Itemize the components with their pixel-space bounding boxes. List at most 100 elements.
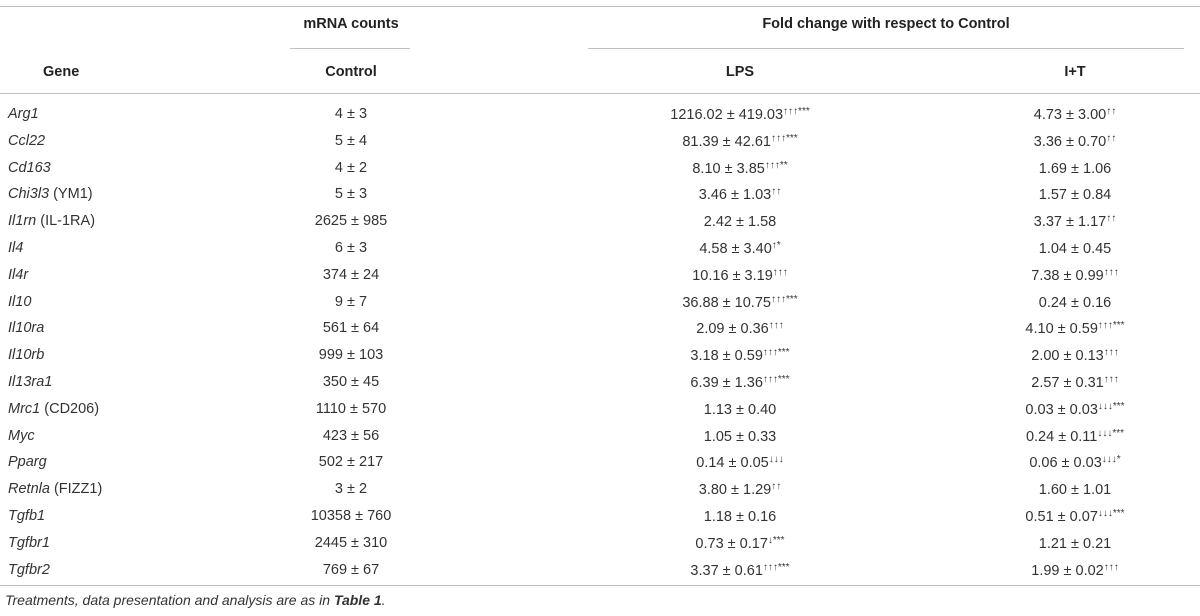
bottom-rule	[0, 585, 1200, 586]
gene-symbol: Arg1	[8, 106, 39, 122]
table-row: Myc 423 ± 56 1.05 ± 0.33 0.24 ± 0.11↓↓↓***	[0, 424, 1200, 451]
gene-cell: Retnla (FIZZ1)	[8, 481, 102, 497]
table-row: Tgfbr2 769 ± 67 3.37 ± 0.61↑↑↑*** 1.99 ± 0.…	[0, 558, 1200, 585]
control-cell: 4 ± 2	[334, 159, 368, 176]
gene-alias: (YM1)	[49, 186, 93, 203]
control-cell: 374 ± 24	[322, 266, 380, 283]
gene-symbol: Mrc1	[8, 400, 41, 417]
lps-value: 81.39 ± 42.61	[682, 133, 771, 150]
gene-alias: (CD206)	[40, 400, 100, 417]
lps-significance: ↑↑↑	[772, 266, 788, 278]
gene-symbol: Myc	[8, 427, 35, 444]
gene-cell: Il13ra1	[8, 374, 52, 390]
group-rule-mrna	[290, 48, 410, 49]
table-row: Retnla (FIZZ1) 3 ± 2 3.80 ± 1.29↑↑ 1.60 ± 1…	[0, 477, 1200, 504]
gene-symbol: Il10	[8, 293, 32, 310]
gene-symbol: Retnla	[8, 481, 50, 498]
it-significance: ↓↓↓***	[1097, 400, 1125, 412]
control-cell: 5 ± 3	[334, 186, 368, 203]
column-header-control: Control	[325, 64, 377, 80]
it-value: 0.51 ± 0.07	[1025, 508, 1098, 525]
it-cell: 0.03 ± 0.03↓↓↓***	[960, 401, 1190, 418]
control-cell: 6 ± 3	[334, 239, 368, 256]
it-cell: 1.69 ± 1.06	[960, 160, 1190, 177]
column-header-lps: LPS	[725, 64, 755, 80]
control-cell: 10358 ± 760	[310, 507, 392, 524]
it-cell: 0.24 ± 0.11↓↓↓***	[960, 428, 1190, 445]
control-cell: 2445 ± 310	[314, 534, 388, 551]
table-body: Arg1 4 ± 3 1216.02 ± 419.03↑↑↑*** 4.73 ± 3.…	[0, 102, 1200, 584]
group-header-fold-change: Fold change with respect to Control	[762, 16, 1010, 32]
lps-value: 4.58 ± 3.40	[699, 240, 772, 257]
it-value: 1.60 ± 1.01	[1038, 482, 1112, 499]
gene-symbol: Cd163	[8, 159, 51, 176]
lps-value: 0.73 ± 0.17	[695, 535, 768, 552]
gene-symbol: Il4	[8, 239, 24, 256]
it-cell: 2.57 ± 0.31↑↑↑	[960, 374, 1190, 391]
lps-value: 6.39 ± 1.36	[690, 374, 763, 391]
gene-symbol: Il13ra1	[8, 373, 53, 390]
lps-significance: ↓***	[767, 534, 785, 546]
control-cell: 4 ± 3	[334, 106, 368, 122]
gene-alias: (IL-1RA)	[36, 213, 96, 230]
control-cell: 423 ± 56	[322, 427, 380, 444]
table-row: Il10rb 999 ± 103 3.18 ± 0.59↑↑↑*** 2.00 ± 0…	[0, 343, 1200, 370]
gene-cell: Pparg	[8, 454, 47, 470]
header-rule	[0, 93, 1200, 94]
lps-cell: 3.80 ± 1.29↑↑	[580, 481, 900, 498]
gene-cell: Mrc1 (CD206)	[8, 401, 99, 417]
control-cell: 9 ± 7	[334, 293, 368, 310]
lps-cell: 3.46 ± 1.03↑↑	[580, 186, 900, 203]
lps-value: 3.80 ± 1.29	[698, 482, 772, 499]
table-row: Il10ra 561 ± 64 2.09 ± 0.36↑↑↑ 4.10 ± 0.59↑…	[0, 316, 1200, 343]
it-cell: 1.21 ± 0.21	[960, 535, 1190, 552]
lps-cell: 4.58 ± 3.40↑*	[580, 240, 900, 257]
gene-cell: Tgfbr1	[8, 535, 50, 551]
gene-symbol: Ccl22	[8, 132, 46, 149]
it-cell: 0.51 ± 0.07↓↓↓***	[960, 508, 1190, 525]
it-cell: 0.06 ± 0.03↓↓↓*	[960, 454, 1190, 471]
lps-cell: 1.13 ± 0.40	[580, 401, 900, 418]
lps-value: 3.18 ± 0.59	[690, 348, 763, 365]
lps-value: 0.14 ± 0.05	[696, 455, 769, 472]
gene-symbol: Pparg	[8, 454, 47, 471]
lps-cell: 36.88 ± 10.75↑↑↑***	[580, 294, 900, 311]
lps-significance: ↑↑↑***	[762, 347, 790, 359]
lps-cell: 81.39 ± 42.61↑↑↑***	[580, 133, 900, 150]
control-cell: 561 ± 64	[322, 320, 380, 337]
lps-cell: 3.18 ± 0.59↑↑↑***	[580, 347, 900, 364]
it-significance: ↑↑	[1106, 106, 1117, 117]
lps-significance: ↑↑↑***	[783, 106, 810, 117]
gene-symbol: Tgfbr1	[8, 534, 50, 551]
control-cell: 999 ± 103	[318, 347, 384, 364]
gene-symbol: Il10rb	[8, 347, 45, 364]
lps-significance: ↑↑	[771, 481, 782, 493]
lps-cell: 1216.02 ± 419.03↑↑↑***	[580, 106, 900, 123]
lps-significance: ↑↑↑***	[762, 561, 790, 573]
gene-cell: Arg1	[8, 106, 39, 122]
it-value: 4.10 ± 0.59	[1025, 321, 1098, 338]
table-row: Il10 9 ± 7 36.88 ± 10.75↑↑↑*** 0.24 ± 0.16	[0, 290, 1200, 317]
it-cell: 4.10 ± 0.59↑↑↑***	[960, 320, 1190, 337]
it-cell: 1.57 ± 0.84	[960, 186, 1190, 203]
gene-cell: Il4r	[8, 267, 28, 283]
lps-cell: 6.39 ± 1.36↑↑↑***	[580, 374, 900, 391]
it-value: 1.99 ± 0.02	[1031, 562, 1104, 579]
table-row: Mrc1 (CD206) 1110 ± 570 1.13 ± 0.40 0.03 ± …	[0, 397, 1200, 424]
gene-cell: Tgfbr2	[8, 562, 50, 578]
lps-value: 8.10 ± 3.85	[692, 160, 765, 177]
lps-value: 1.05 ± 0.33	[703, 428, 777, 445]
gene-cell: Myc	[8, 428, 35, 444]
table-row: Tgfbr1 2445 ± 310 0.73 ± 0.17↓*** 1.21 ± 0.…	[0, 531, 1200, 558]
lps-significance: ↑↑	[771, 186, 782, 198]
column-header-it: I+T	[1064, 64, 1086, 80]
it-value: 1.04 ± 0.45	[1038, 240, 1112, 257]
it-value: 2.57 ± 0.31	[1031, 374, 1104, 391]
gene-alias: (FIZZ1)	[49, 481, 103, 498]
it-value: 0.03 ± 0.03	[1025, 401, 1098, 418]
lps-significance: ↑↑↑***	[770, 132, 798, 144]
table-row: Il4 6 ± 3 4.58 ± 3.40↑* 1.04 ± 0.45	[0, 236, 1200, 263]
top-rule	[0, 6, 1200, 7]
gene-symbol: Tgfb1	[8, 507, 46, 524]
table-row: Chi3l3 (YM1) 5 ± 3 3.46 ± 1.03↑↑ 1.57 ± 0.8…	[0, 182, 1200, 209]
